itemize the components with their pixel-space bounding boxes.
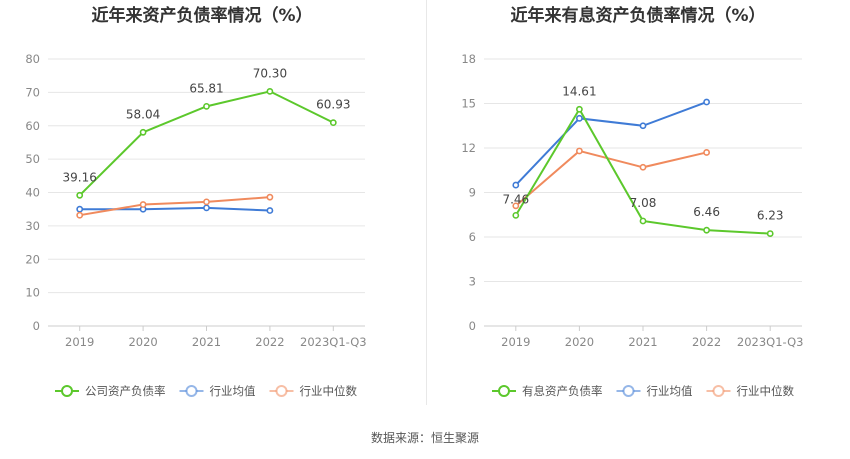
y-tick-label: 70	[25, 85, 40, 99]
legend-swatch-marker	[275, 385, 288, 397]
x-tick-label: 2021	[628, 335, 657, 349]
data-point	[203, 198, 210, 206]
data-point	[576, 147, 583, 155]
x-tick-label: 2020	[128, 335, 157, 349]
x-tick-label: 2019	[65, 335, 94, 349]
y-tick-label: 0	[33, 319, 40, 333]
legend-swatch-marker	[498, 385, 510, 397]
data-label: 58.04	[126, 107, 160, 121]
legend-swatch-marker	[712, 385, 725, 397]
legend-label: 行业均值	[647, 384, 693, 398]
legend-swatch-marker	[622, 385, 635, 397]
data-point	[139, 201, 147, 208]
data-point	[639, 122, 647, 130]
y-tick-label: 60	[25, 119, 40, 133]
panel-divider	[426, 0, 427, 405]
x-tick-label: 2023Q1-Q3	[737, 335, 804, 349]
legend-label: 行业中位数	[300, 384, 358, 398]
legend-label: 有息资产负债率	[522, 384, 603, 398]
y-tick-label: 3	[469, 275, 476, 289]
legend-swatch-marker	[61, 385, 73, 397]
data-point	[512, 181, 520, 189]
data-label: 7.46	[502, 192, 529, 206]
data-point	[576, 114, 583, 122]
legend-label: 公司资产负债率	[85, 384, 166, 398]
x-tick-label: 2019	[501, 335, 530, 349]
data-point	[703, 98, 710, 106]
x-tick-label: 2021	[192, 335, 221, 349]
data-point	[512, 202, 520, 210]
series-line	[515, 101, 707, 186]
x-tick-label: 2022	[255, 335, 284, 349]
data-point	[203, 204, 210, 212]
data-label: 65.81	[189, 81, 223, 95]
debt-ratio-chart: 近年来资产负债率情况（%） 0 10 20 30 40 50 60 70 80 2019 2020 20…	[25, 5, 366, 398]
y-tick-label: 15	[461, 97, 476, 111]
data-label: 6.46	[693, 205, 720, 219]
y-tick-label: 18	[461, 52, 476, 66]
data-point	[703, 149, 710, 156]
x-tick-label: 2023Q1-Q3	[300, 335, 367, 349]
x-tick-label: 2020	[565, 335, 594, 349]
y-tick-label: 10	[25, 286, 40, 300]
legend-swatch-marker	[185, 385, 198, 397]
y-tick-label: 12	[461, 141, 476, 155]
data-label: 7.08	[630, 196, 657, 210]
y-tick-label: 40	[25, 186, 40, 200]
data-label: 14.61	[562, 84, 596, 98]
data-point	[766, 230, 774, 237]
legend-label: 行业中位数	[737, 384, 795, 398]
data-source-note: 数据来源：恒生聚源	[371, 430, 479, 445]
data-point	[512, 211, 520, 219]
data-point	[266, 87, 274, 95]
series-line	[79, 196, 270, 217]
data-point	[139, 128, 147, 136]
interest-debt-ratio-chart: 近年来有息资产负债率情况（%） 0 3 6 9 12 15 18 2019 2020 2021 202…	[461, 5, 803, 398]
series-line	[515, 149, 707, 207]
legend-label: 行业均值	[210, 384, 256, 398]
y-tick-label: 30	[25, 219, 40, 233]
data-point	[203, 102, 210, 110]
data-point	[639, 163, 647, 171]
y-tick-label: 80	[25, 52, 40, 66]
data-point	[639, 217, 647, 225]
data-point	[266, 193, 274, 201]
x-tick-label: 2022	[692, 335, 721, 349]
data-point	[329, 119, 337, 127]
data-point	[576, 105, 583, 113]
data-label: 6.23	[757, 209, 784, 223]
data-point	[76, 191, 84, 199]
chart-title: 近年来有息资产负债率情况（%）	[510, 5, 765, 26]
y-tick-label: 20	[25, 252, 40, 266]
y-tick-label: 50	[25, 152, 40, 166]
chart-title: 近年来资产负债率情况（%）	[91, 5, 312, 26]
data-point	[266, 207, 274, 214]
y-tick-label: 0	[469, 319, 476, 333]
data-point	[76, 211, 84, 219]
data-label: 39.16	[63, 170, 97, 184]
data-point	[703, 226, 710, 234]
y-tick-label: 9	[469, 186, 476, 200]
data-label: 70.30	[253, 66, 287, 80]
data-label: 60.93	[316, 98, 350, 112]
y-tick-label: 6	[469, 230, 476, 244]
data-point	[76, 205, 84, 213]
